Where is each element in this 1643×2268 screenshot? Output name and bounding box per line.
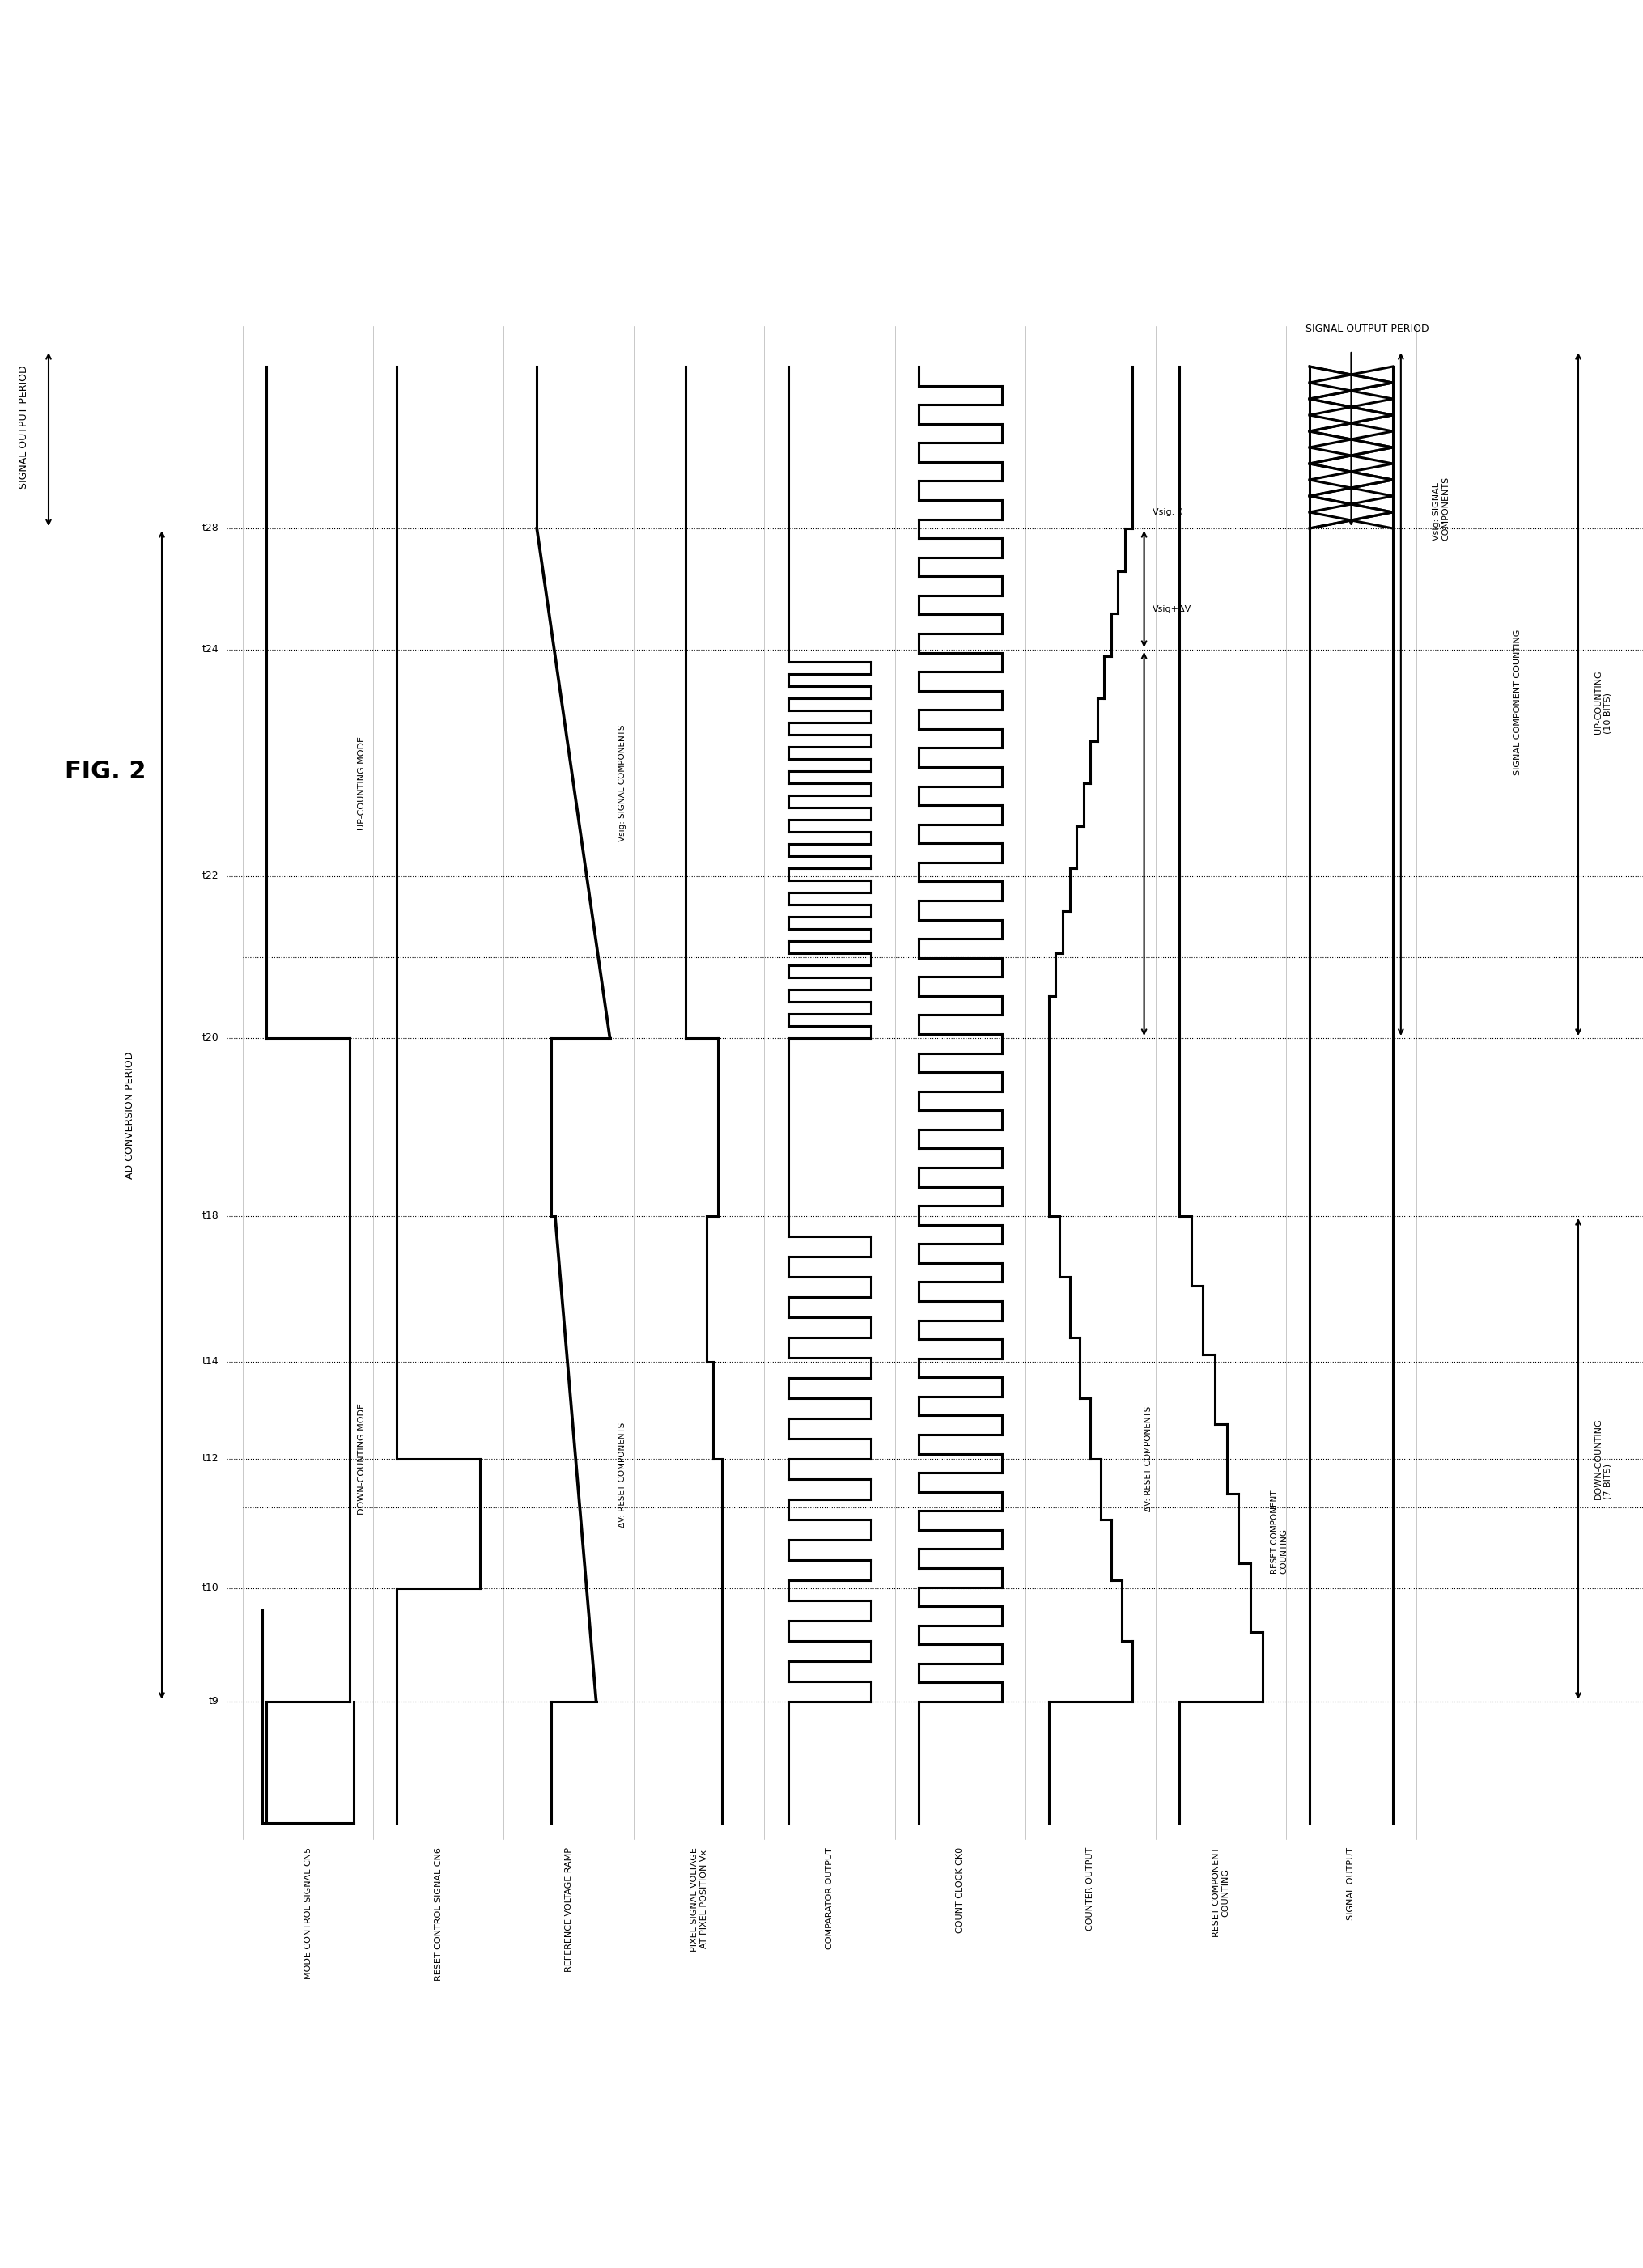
Text: Vsig: 0: Vsig: 0 (1152, 508, 1183, 517)
Text: REFERENCE VOLTAGE RAMP: REFERENCE VOLTAGE RAMP (565, 1846, 573, 1971)
Text: Vsig: SIGNAL COMPONENTS: Vsig: SIGNAL COMPONENTS (618, 726, 626, 841)
Text: t12: t12 (202, 1454, 219, 1465)
Text: COMPARATOR OUTPUT: COMPARATOR OUTPUT (825, 1846, 833, 1948)
Text: AD CONVERSION PERIOD: AD CONVERSION PERIOD (125, 1052, 135, 1179)
Text: RESET CONTROL SIGNAL CN6: RESET CONTROL SIGNAL CN6 (434, 1846, 442, 1980)
Text: Vsig: SIGNAL
COMPONENTS: Vsig: SIGNAL COMPONENTS (1433, 476, 1451, 540)
Text: RESET COMPONENT
COUNTING: RESET COMPONENT COUNTING (1270, 1490, 1288, 1574)
Text: COUNTER OUTPUT: COUNTER OUTPUT (1086, 1846, 1094, 1930)
Text: t20: t20 (202, 1032, 219, 1043)
Text: RESET COMPONENT
COUNTING: RESET COMPONENT COUNTING (1213, 1846, 1229, 1937)
Text: UP-COUNTING MODE: UP-COUNTING MODE (358, 737, 366, 830)
Text: SIGNAL COMPONENT COUNTING: SIGNAL COMPONENT COUNTING (1513, 628, 1521, 776)
Text: DOWN-COUNTING MODE: DOWN-COUNTING MODE (358, 1404, 366, 1515)
Text: SIGNAL OUTPUT PERIOD: SIGNAL OUTPUT PERIOD (1306, 324, 1429, 333)
Text: ΔV: RESET COMPONENTS: ΔV: RESET COMPONENTS (1144, 1406, 1152, 1510)
Text: ΔV: RESET COMPONENTS: ΔV: RESET COMPONENTS (618, 1422, 626, 1529)
Text: t14: t14 (202, 1356, 219, 1368)
Text: t24: t24 (202, 644, 219, 655)
Text: MODE CONTROL SIGNAL CN5: MODE CONTROL SIGNAL CN5 (304, 1846, 312, 1980)
Text: t18: t18 (202, 1211, 219, 1222)
Text: COUNT CLOCK CK0: COUNT CLOCK CK0 (956, 1846, 964, 1932)
Text: FIG. 2: FIG. 2 (64, 760, 146, 782)
Text: DOWN-COUNTING
(7 BITS): DOWN-COUNTING (7 BITS) (1594, 1418, 1612, 1499)
Text: SIGNAL OUTPUT: SIGNAL OUTPUT (1347, 1846, 1355, 1921)
Text: t9: t9 (209, 1696, 219, 1708)
Text: t10: t10 (202, 1583, 219, 1594)
Text: SIGNAL OUTPUT PERIOD: SIGNAL OUTPUT PERIOD (20, 365, 30, 490)
Text: t22: t22 (202, 871, 219, 882)
Text: PIXEL SIGNAL VOLTAGE
AT PIXEL POSITION Vx: PIXEL SIGNAL VOLTAGE AT PIXEL POSITION V… (690, 1846, 708, 1950)
Text: Vsig+ΔV: Vsig+ΔV (1152, 606, 1191, 612)
Text: UP-COUNTING
(10 BITS): UP-COUNTING (10 BITS) (1594, 671, 1612, 735)
Text: t28: t28 (202, 524, 219, 533)
